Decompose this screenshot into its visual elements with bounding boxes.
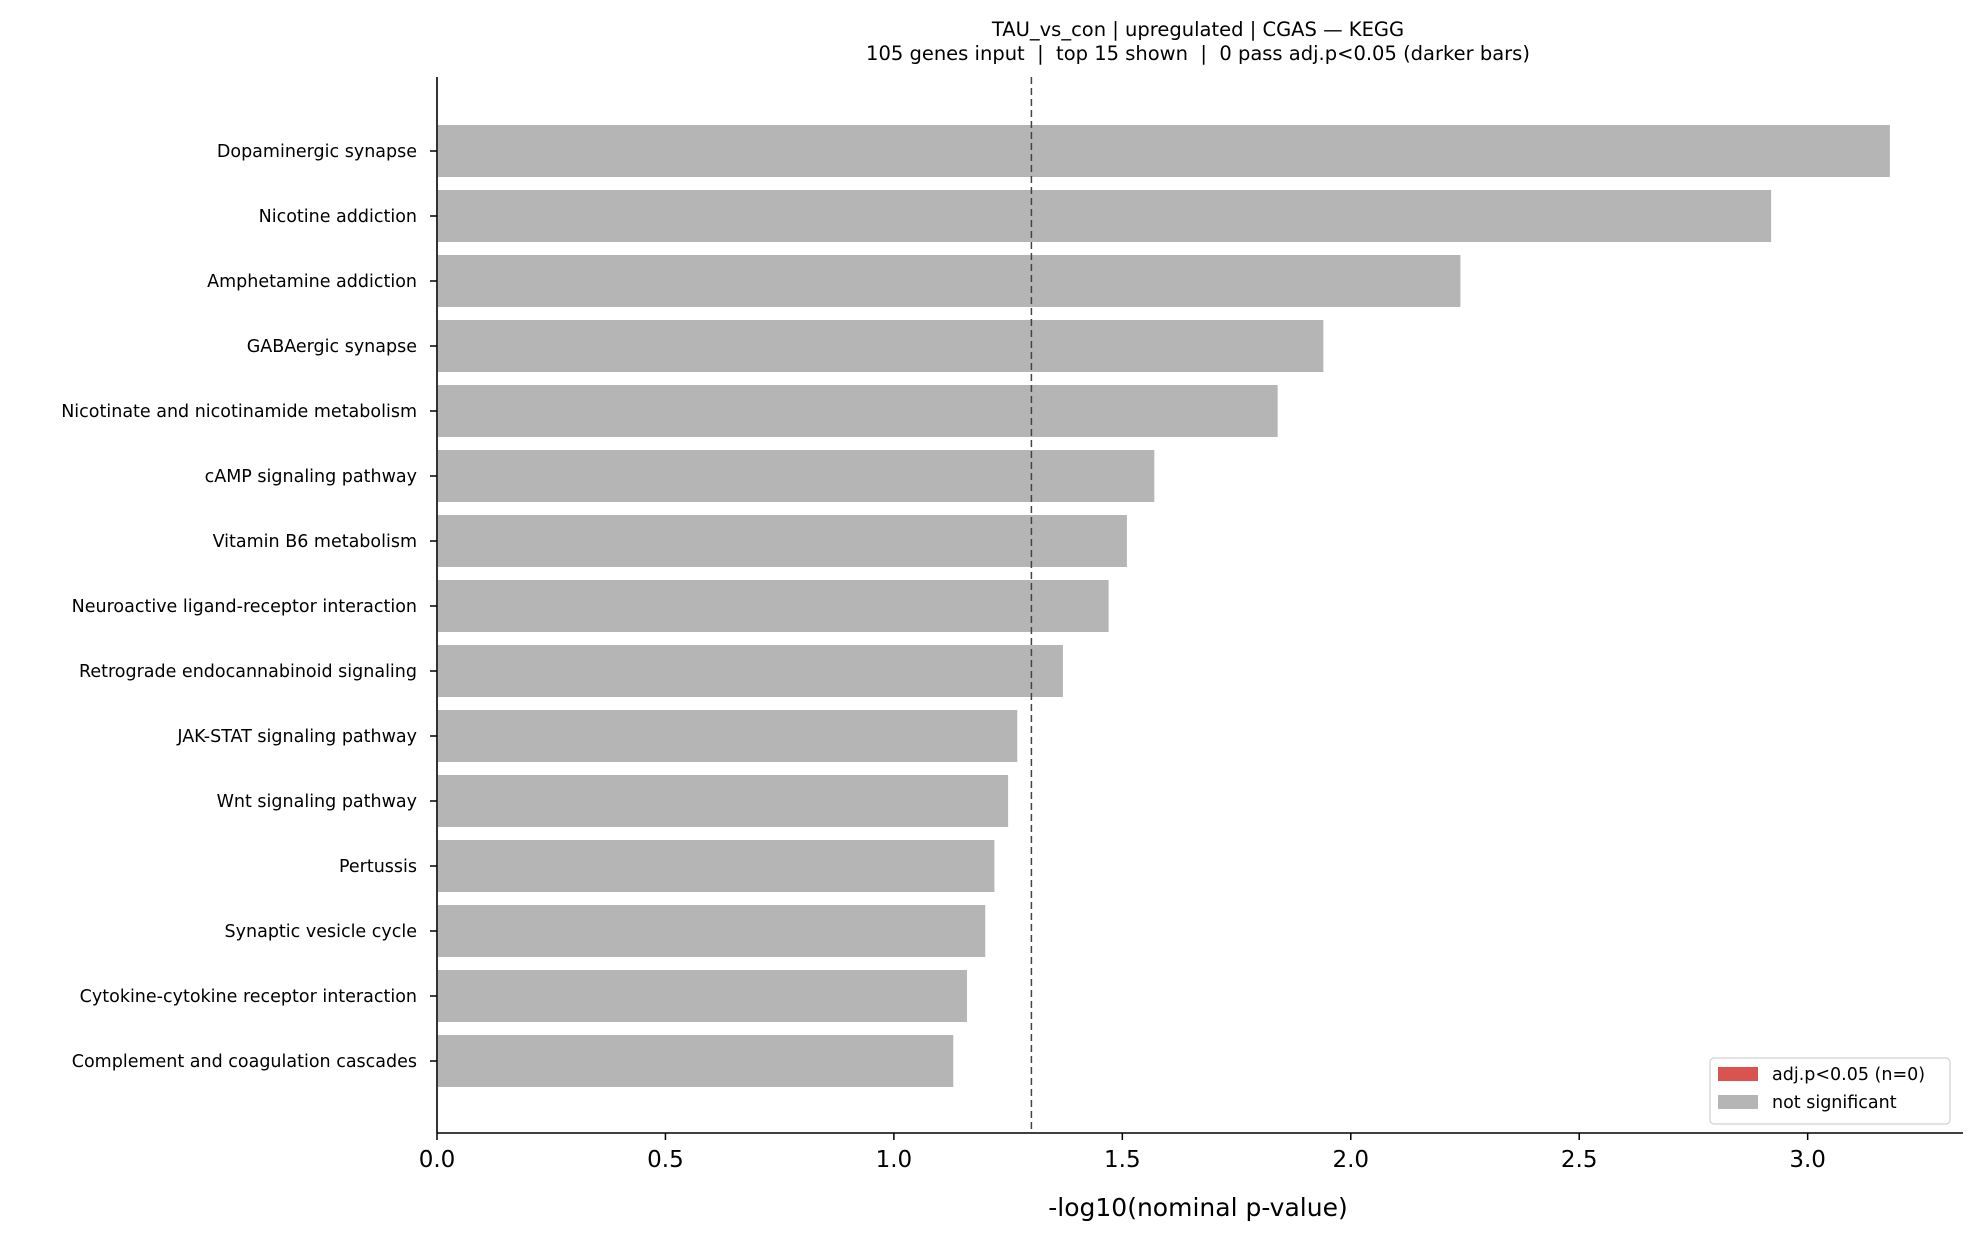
category-label-10: Wnt signaling pathway (217, 792, 417, 812)
category-label-13: Cytokine-cytokine receptor interaction (80, 987, 417, 1007)
bar-4 (438, 385, 1278, 437)
bar-3 (438, 320, 1324, 372)
legend-label-1: not significant (1772, 1093, 1897, 1113)
chart-subtitle: 105 genes input | top 15 shown | 0 pass … (866, 42, 1530, 65)
bar-10 (438, 775, 1009, 827)
category-label-9: JAK-STAT signaling pathway (176, 727, 417, 747)
x-axis-title: -log10(nominal p-value) (1048, 1193, 1347, 1222)
legend-swatch-1 (1718, 1095, 1758, 1109)
bar-9 (438, 710, 1018, 762)
legend-box (1709, 1057, 1951, 1125)
bar-5 (438, 450, 1155, 502)
category-label-6: Vitamin B6 metabolism (213, 532, 417, 552)
legend-label-0: adj.p<0.05 (n=0) (1772, 1065, 1925, 1085)
bar-1 (438, 190, 1772, 242)
bar-11 (438, 840, 995, 892)
x-tick-label-4: 2.0 (1332, 1147, 1369, 1173)
category-label-12: Synaptic vesicle cycle (225, 922, 417, 942)
legend-swatch-0 (1718, 1067, 1758, 1081)
bar-7 (438, 580, 1109, 632)
category-label-0: Dopaminergic synapse (217, 142, 417, 162)
legend: adj.p<0.05 (n=0) not significant (1709, 1057, 1951, 1125)
category-label-2: Amphetamine addiction (207, 272, 417, 292)
x-tick-label-5: 2.5 (1561, 1147, 1598, 1173)
category-label-14: Complement and coagulation cascades (72, 1052, 417, 1072)
category-label-4: Nicotinate and nicotinamide metabolism (61, 402, 417, 422)
x-tick-label-2: 1.0 (876, 1147, 913, 1173)
x-tick-label-3: 1.5 (1104, 1147, 1141, 1173)
category-label-3: GABAergic synapse (247, 337, 417, 357)
x-tick-label-1: 0.5 (647, 1147, 684, 1173)
category-label-1: Nicotine addiction (259, 207, 417, 227)
bar-6 (438, 515, 1127, 567)
chart-title: TAU_vs_con | upregulated | CGAS — KEGG (991, 18, 1404, 41)
category-label-5: cAMP signaling pathway (205, 467, 417, 487)
category-label-8: Retrograde endocannabinoid signaling (79, 662, 417, 682)
bar-14 (438, 1035, 954, 1087)
bar-0 (438, 125, 1890, 177)
bar-12 (438, 905, 986, 957)
category-label-11: Pertussis (339, 857, 417, 877)
x-tick-label-0: 0.0 (419, 1147, 456, 1173)
bar-8 (438, 645, 1063, 697)
category-label-7: Neuroactive ligand-receptor interaction (72, 597, 417, 617)
axes-layer: Dopaminergic synapse Nicotine addiction Am… (61, 77, 1963, 1173)
bars-layer (438, 125, 1890, 1087)
bar-2 (438, 255, 1461, 307)
x-tick-label-6: 3.0 (1789, 1147, 1826, 1173)
bar-13 (438, 970, 967, 1022)
